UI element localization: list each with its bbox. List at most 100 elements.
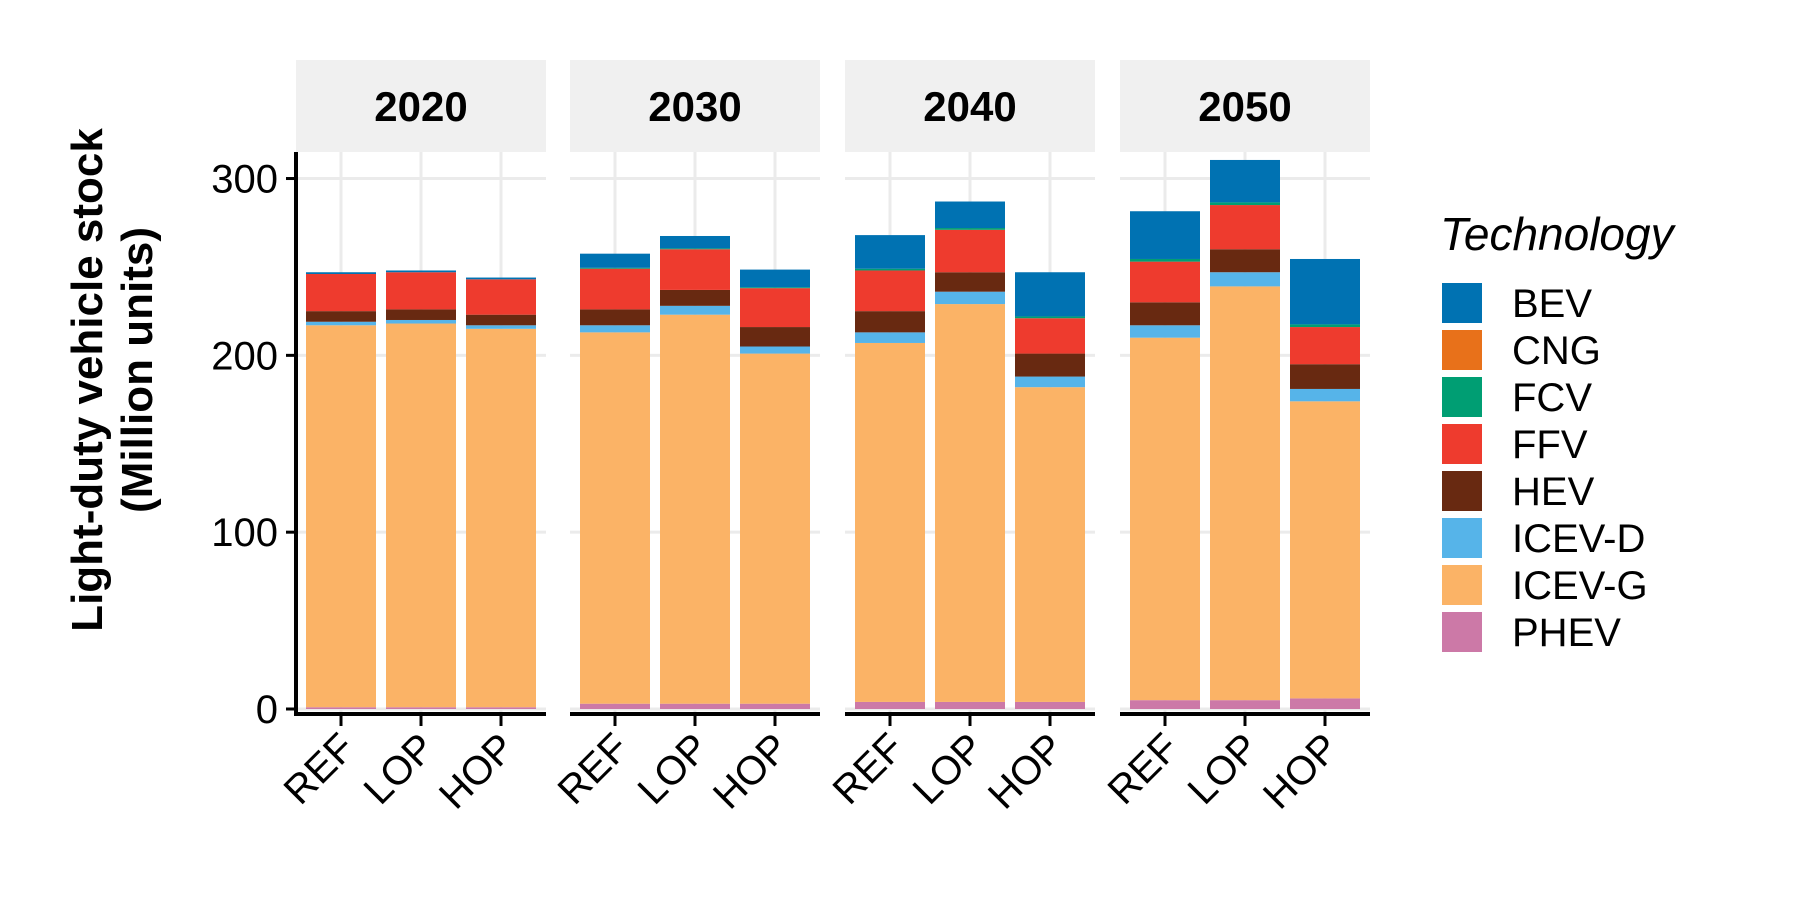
bar-segment-fcv [740,287,810,289]
bar-segment-icev-d [1015,376,1085,388]
bar-segment-bev [1130,211,1200,259]
bar-segment-hev [740,327,810,347]
legend-swatch [1442,471,1482,511]
x-tick-label: LOP [356,725,444,813]
legend-title: Technology [1440,208,1677,260]
x-tick-label: LOP [1180,725,1268,813]
legend-label: FFV [1512,423,1588,467]
bar-segment-hev [580,309,650,326]
legend-label: ICEV-D [1512,517,1645,561]
bar-segment-phev [306,707,376,709]
bar-segment-hev [306,311,376,322]
bar-segment-ffv [1130,261,1200,303]
bar-segment-bev [1015,272,1085,317]
bar-segment-hev [386,309,456,320]
legend-item: FCV [1442,376,1592,420]
bar-segment-icev-g [1210,286,1280,701]
bar-segment-hev [466,314,536,326]
bar-segment-bev [466,277,536,280]
bar-segment-icev-g [386,323,456,708]
y-axis-label: Light-duty vehicle stock [63,128,112,632]
x-tick-label: REF [1100,725,1188,813]
legend-label: BEV [1512,282,1592,326]
legend-label: CNG [1512,329,1601,373]
x-tick-label: REF [550,725,638,813]
legend-swatch [1442,283,1482,323]
bar-segment-icev-g [1015,387,1085,702]
bar-segment-hev [1210,249,1280,273]
bar-segment-icev-g [855,342,925,702]
bar-segment-icev-g [466,328,536,708]
bar-segment-ffv [386,272,456,310]
bar-segment-ffv [306,274,376,312]
legend-item: BEV [1442,282,1592,326]
bar-segment-ffv [935,229,1005,273]
bar-segment-icev-g [1130,337,1200,701]
legend-swatch [1442,518,1482,558]
bar-segment-ffv [1210,205,1280,250]
x-tick-label: LOP [630,725,718,813]
legend-item: HEV [1442,470,1595,514]
bar-segment-icev-g [1290,401,1360,699]
bar-segment-phev [660,703,730,709]
bar-segment-icev-d [660,305,730,315]
bar-segment-fcv [855,268,925,271]
bar-segment-hev [935,272,1005,292]
facet-strip [296,60,546,152]
bar-segment-bev [1210,159,1280,203]
bar-segment-fcv [1210,202,1280,206]
y-axis-label-units: (Million units) [113,227,162,513]
bar-segment-icev-g [660,314,730,704]
bar-segment-phev [740,703,810,709]
bar-segment-fcv [580,267,650,269]
bar-segment-phev [1290,698,1360,709]
y-tick-label: 100 [211,511,278,555]
bar-segment-ffv [1015,318,1085,354]
bar-segment-ffv [580,268,650,310]
bar-segment-icev-g [740,353,810,704]
bar-segment-phev [855,701,925,709]
facet-label: 2040 [923,83,1016,130]
facet-label: 2050 [1198,83,1291,130]
bar-segment-icev-d [740,346,810,354]
x-tick-label: LOP [905,725,993,813]
legend-swatch [1442,330,1482,370]
bar-segment-fcv [1015,316,1085,319]
bar-segment-icev-d [935,291,1005,305]
bar-segment-ffv [1290,327,1360,365]
bar-segment-phev [1015,701,1085,709]
y-tick-label: 0 [256,688,278,732]
bar-segment-bev [306,272,376,275]
legend-item: ICEV-D [1442,517,1645,561]
axes: 0 100 200 300 [211,152,298,732]
bar-segment-icev-g [580,332,650,704]
legend-label: HEV [1512,470,1595,514]
facet-strip [845,60,1095,152]
legend: Technology BEVCNGFCVFFVHEVICEV-DICEV-GPH… [1440,208,1677,655]
bar-segment-phev [935,701,1005,709]
bar-segment-icev-d [1130,325,1200,338]
bar-segment-fcv [935,228,1005,230]
bar-segment-hev [660,289,730,306]
legend-item: ICEV-G [1442,564,1648,608]
bar-segment-icev-d [1210,272,1280,287]
bar-segment-icev-g [935,304,1005,702]
facet-label: 2020 [374,83,467,130]
bar-segment-icev-d [306,321,376,326]
x-tick-label: HOP [705,725,797,817]
legend-swatch [1442,565,1482,605]
bar-segment-phev [1130,700,1200,709]
legend-item: FFV [1442,423,1588,467]
bar-segment-fcv [660,248,730,250]
facet-label: 2030 [648,83,741,130]
bar-segment-ffv [740,288,810,328]
bar-segment-phev [386,707,456,709]
x-tick-label: HOP [980,725,1072,817]
bar-segment-bev [580,253,650,268]
